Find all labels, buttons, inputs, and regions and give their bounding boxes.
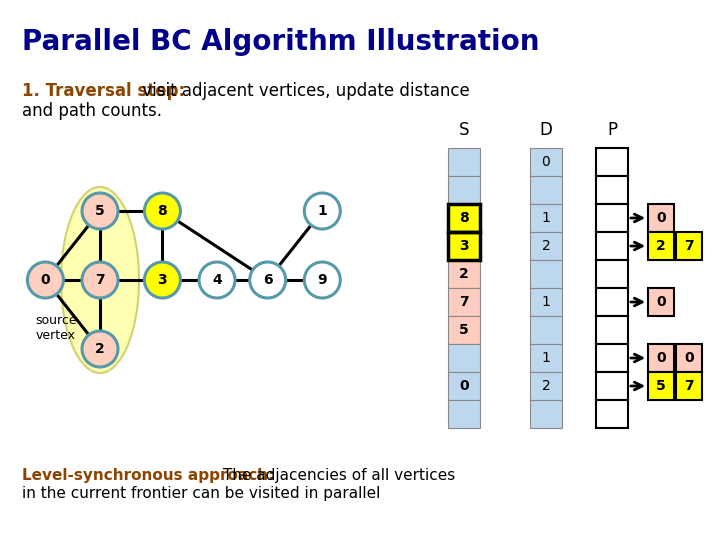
Bar [596,288,628,316]
Bar [448,372,480,400]
Bar [530,316,562,344]
Text: source
vertex: source vertex [35,314,77,342]
Text: 0: 0 [40,273,50,287]
Circle shape [305,193,341,229]
Bar [448,344,480,372]
Text: 5: 5 [656,379,666,393]
Text: 5: 5 [459,323,469,337]
Text: 0: 0 [656,211,666,225]
Text: 2: 2 [541,379,550,393]
Text: S: S [459,121,469,139]
Bar [448,204,480,232]
Bar [530,176,562,204]
Text: 1. Traversal step:: 1. Traversal step: [22,82,185,100]
Text: 0: 0 [684,351,694,365]
Text: 2: 2 [459,267,469,281]
Text: 0: 0 [459,379,469,393]
Text: 9: 9 [318,273,327,287]
Text: 7: 7 [459,295,469,309]
Text: Parallel BC Algorithm Illustration: Parallel BC Algorithm Illustration [22,28,539,56]
Bar [530,372,562,400]
Circle shape [250,262,286,298]
Bar [596,344,628,372]
Bar [676,344,702,372]
Text: 7: 7 [684,239,694,253]
Text: D: D [539,121,552,139]
Text: 0: 0 [656,351,666,365]
Text: 5: 5 [95,204,105,218]
Text: The adjacencies of all vertices: The adjacencies of all vertices [218,468,455,483]
Text: P: P [607,121,617,139]
Bar [596,400,628,428]
Bar [648,288,674,316]
Bar [448,260,480,288]
Text: 8: 8 [158,204,167,218]
Text: 6: 6 [263,273,272,287]
Bar [448,148,480,176]
Circle shape [145,193,181,229]
Bar [448,176,480,204]
Text: 8: 8 [459,211,469,225]
Bar [448,204,480,232]
Text: 1: 1 [541,351,550,365]
Circle shape [27,262,63,298]
Bar [596,232,628,260]
Text: 1: 1 [541,211,550,225]
Text: 4: 4 [212,273,222,287]
Text: 2: 2 [541,239,550,253]
Circle shape [145,262,181,298]
Bar [530,232,562,260]
Bar [596,204,628,232]
Bar [596,372,628,400]
Bar [530,148,562,176]
Bar [676,232,702,260]
Text: 2: 2 [656,239,666,253]
Bar [648,372,674,400]
Ellipse shape [61,187,139,373]
Bar [530,400,562,428]
Text: and path counts.: and path counts. [22,102,162,120]
Text: 2: 2 [95,342,105,356]
Text: visit adjacent vertices, update distance: visit adjacent vertices, update distance [137,82,469,100]
Bar [530,288,562,316]
Bar [530,344,562,372]
Bar [596,148,628,176]
Text: Level-synchronous approach:: Level-synchronous approach: [22,468,274,483]
Bar [596,176,628,204]
Circle shape [305,262,341,298]
Bar [676,372,702,400]
Bar [648,344,674,372]
Text: 0: 0 [541,155,550,169]
Bar [530,260,562,288]
Text: 1: 1 [318,204,327,218]
Bar [448,400,480,428]
Circle shape [199,262,235,298]
Text: 0: 0 [656,295,666,309]
Bar [596,260,628,288]
Text: 1: 1 [541,295,550,309]
Bar [448,232,480,260]
Bar [448,288,480,316]
Circle shape [82,262,118,298]
Text: 3: 3 [158,273,167,287]
Bar [648,204,674,232]
Bar [448,316,480,344]
Circle shape [82,193,118,229]
Circle shape [82,331,118,367]
Bar [648,232,674,260]
Text: 7: 7 [95,273,105,287]
Bar [530,204,562,232]
Text: 3: 3 [459,239,469,253]
Bar [596,316,628,344]
Bar [448,232,480,260]
Text: in the current frontier can be visited in parallel: in the current frontier can be visited i… [22,486,380,501]
Text: 7: 7 [684,379,694,393]
